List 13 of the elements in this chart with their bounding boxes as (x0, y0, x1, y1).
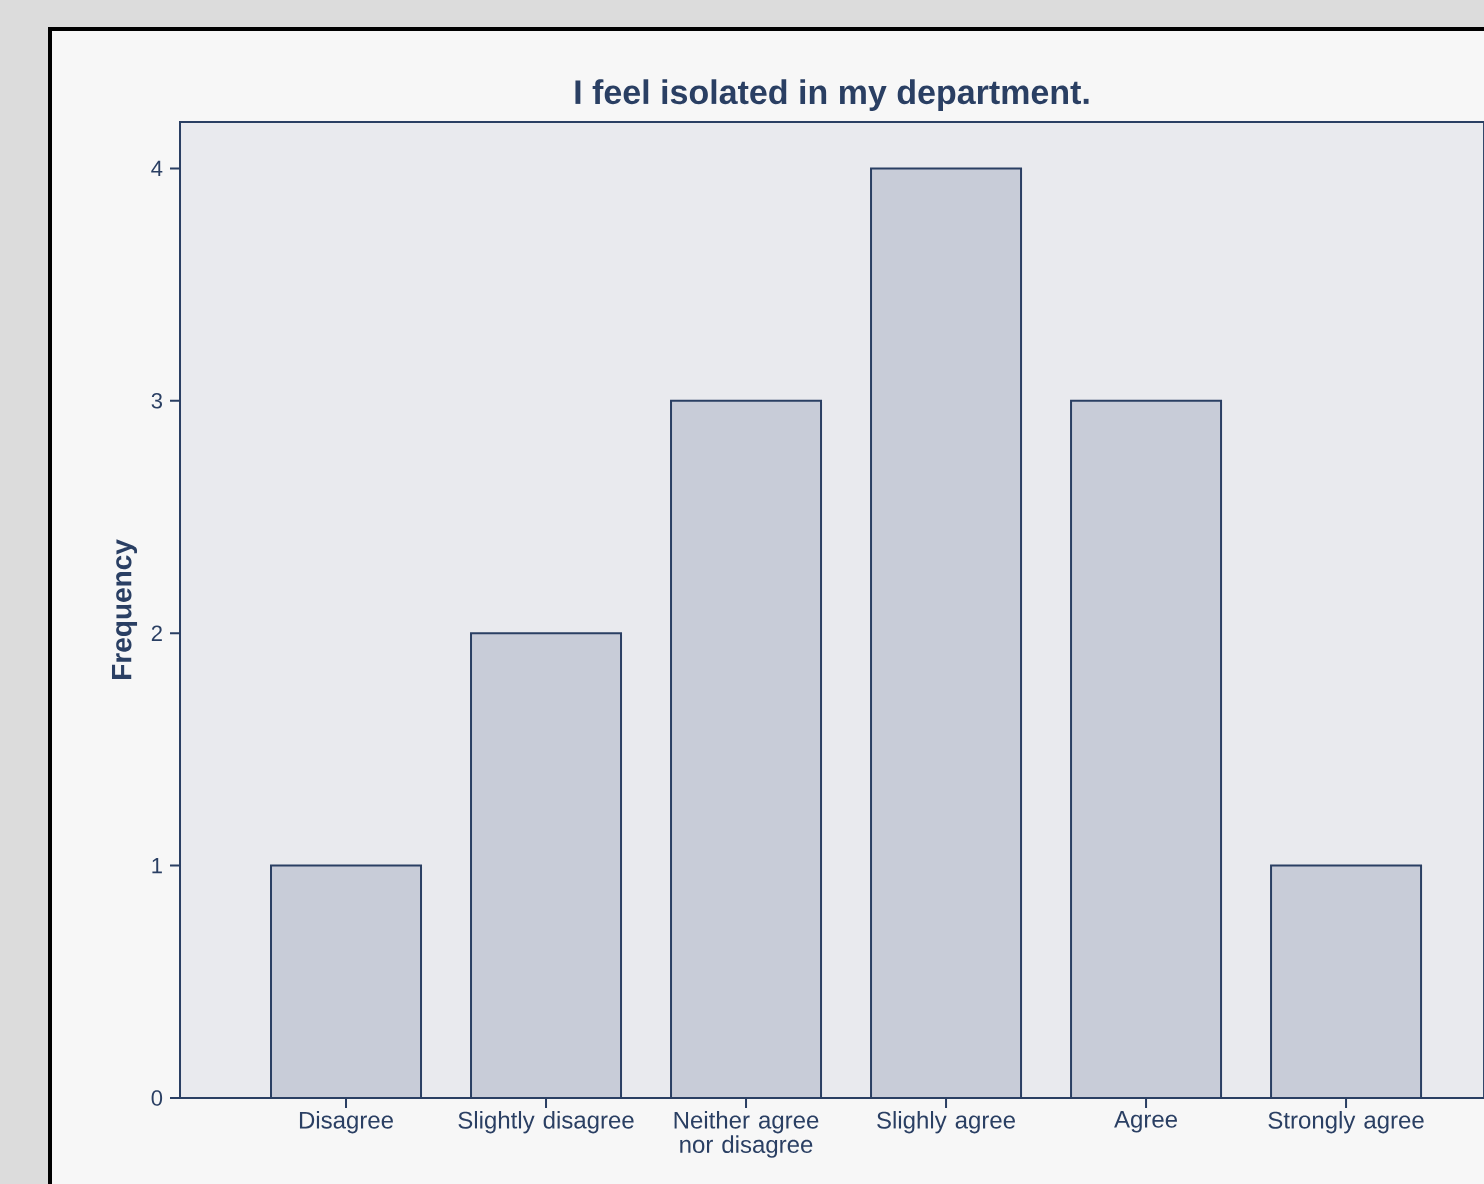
chart-title: I feel isolated in my department. (575, 79, 1089, 111)
y-tick-label: 1 (152, 858, 162, 874)
x-tick-label: Agree (1114, 1111, 1177, 1133)
y-tick-label: 3 (151, 393, 163, 409)
x-tick-label: Slighly agree (877, 1111, 1015, 1134)
x-tick-label: Strongly agree (1268, 1111, 1424, 1134)
y-axis-title: Frequency (111, 539, 138, 679)
y-tick-label: 4 (151, 160, 163, 176)
x-tick-label: Disagree (299, 1111, 393, 1134)
y-tick-label: 2 (151, 625, 162, 641)
x-tick-label: Neither agree nor disagree (674, 1111, 819, 1158)
y-tick-label: 0 (151, 1090, 163, 1106)
x-tick-label: Slightly disagree (458, 1111, 634, 1134)
